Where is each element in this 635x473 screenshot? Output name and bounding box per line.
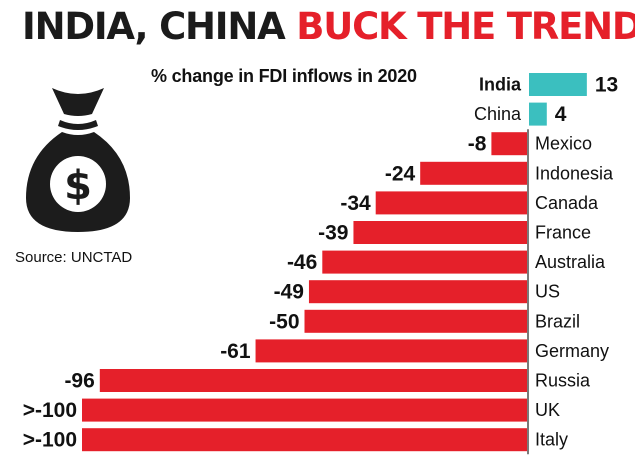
bar-france <box>353 221 527 244</box>
bar-us <box>308 280 527 304</box>
value-label-indonesia: -24 <box>385 162 416 185</box>
value-label-italy: >-100 <box>23 429 77 452</box>
value-label-canada: -34 <box>340 192 371 215</box>
bar-china <box>529 102 547 126</box>
value-label-germany: -61 <box>220 340 251 363</box>
bar-russia <box>99 369 528 392</box>
category-label-canada: Canada <box>535 193 599 213</box>
category-label-india: India <box>479 75 522 95</box>
source-note: Source: UNCTAD <box>15 249 133 266</box>
bar-australia <box>322 250 527 274</box>
bar-uk <box>82 398 527 422</box>
svg-text:$: $ <box>64 163 92 209</box>
category-label-france: France <box>535 223 591 243</box>
bar-canada <box>375 191 527 215</box>
money-bag-icon: $ <box>26 88 130 232</box>
value-label-china: 4 <box>555 103 567 126</box>
category-label-indonesia: Indonesia <box>535 163 614 183</box>
category-label-germany: Germany <box>535 341 609 361</box>
headline: INDIA, CHINA BUCK THE TREND <box>22 4 635 50</box>
value-label-brazil: -50 <box>269 310 299 333</box>
category-label-china: China <box>474 104 522 124</box>
bar-india <box>529 73 587 96</box>
bar-mexico <box>491 132 527 156</box>
headline-part2: BUCK THE TREND <box>296 5 635 48</box>
category-label-australia: Australia <box>535 252 606 272</box>
category-label-mexico: Mexico <box>535 134 592 154</box>
bar-indonesia <box>420 161 527 185</box>
value-label-india: 13 <box>595 74 618 97</box>
category-label-us: US <box>535 282 560 302</box>
category-label-brazil: Brazil <box>535 311 580 331</box>
value-label-us: -49 <box>274 281 304 304</box>
category-label-russia: Russia <box>535 371 591 391</box>
headline-part1: INDIA, CHINA <box>22 5 286 48</box>
bar-italy <box>82 428 527 452</box>
chart-title: % change in FDI inflows in 2020 <box>151 66 417 86</box>
value-label-australia: -46 <box>287 251 317 274</box>
bar-germany <box>255 339 528 363</box>
value-label-uk: >-100 <box>23 399 77 422</box>
value-label-russia: -96 <box>64 370 94 393</box>
category-label-italy: Italy <box>535 430 568 450</box>
value-label-mexico: -8 <box>468 133 487 156</box>
bar-brazil <box>304 309 527 333</box>
category-label-uk: UK <box>535 400 560 420</box>
value-label-france: -39 <box>318 222 348 245</box>
